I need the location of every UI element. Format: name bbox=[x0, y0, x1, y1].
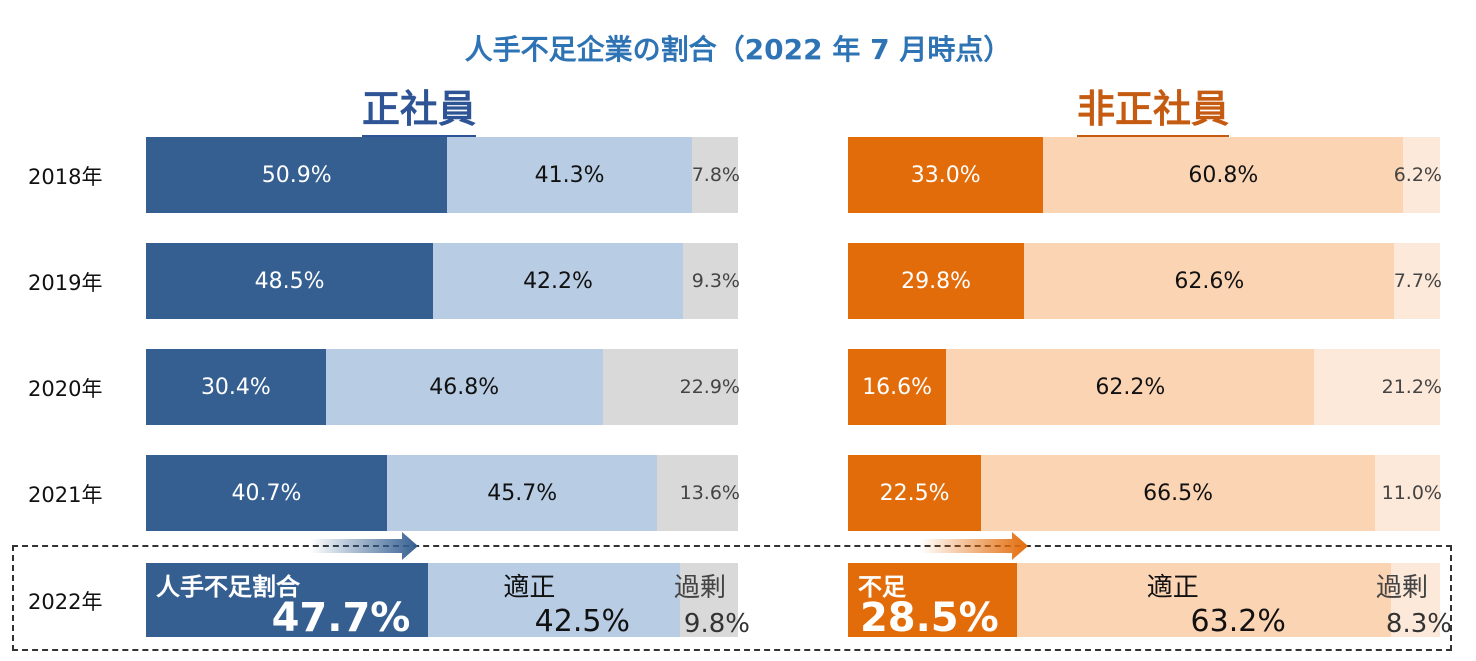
data-label: 45.7% bbox=[487, 480, 558, 506]
category-label: 人手不足割合 bbox=[156, 573, 300, 601]
bar-segment: 42.2% bbox=[433, 243, 683, 319]
data-label: 62.6% bbox=[1174, 268, 1245, 294]
data-label: 48.5% bbox=[254, 268, 325, 294]
chart-title: 人手不足企業の割合（2022 年 7 月時点） bbox=[464, 33, 1012, 66]
year-label: 2018年 bbox=[28, 165, 103, 189]
bar-segment: 11.0% bbox=[1374, 455, 1442, 531]
bar-segment: 7.7% bbox=[1393, 243, 1442, 319]
bar-segment: 22.5% bbox=[848, 455, 982, 531]
data-label: 62.2% bbox=[1095, 374, 1166, 400]
data-label: 47.7% bbox=[271, 595, 411, 641]
data-label: 40.7% bbox=[231, 480, 302, 506]
bar-segment: 人手不足割合 47.7% bbox=[146, 563, 429, 641]
bar-segment: 48.5% bbox=[146, 243, 434, 319]
bar-segment: 過剰 8.3% bbox=[1376, 563, 1452, 639]
bar-segment: 66.5% bbox=[981, 455, 1375, 531]
data-label: 33.0% bbox=[910, 162, 981, 188]
data-label: 22.5% bbox=[879, 480, 950, 506]
bar-segment: 21.2% bbox=[1314, 349, 1442, 425]
year-label: 2020年 bbox=[28, 377, 103, 401]
bar-segment: 41.3% bbox=[447, 137, 692, 213]
bar-segment: 16.6% bbox=[848, 349, 947, 425]
data-label: 6.2% bbox=[1393, 164, 1442, 186]
bar-segment: 62.2% bbox=[946, 349, 1315, 425]
bar-segment: 62.6% bbox=[1024, 243, 1395, 319]
data-label: 22.9% bbox=[679, 376, 740, 398]
data-label: 8.3% bbox=[1385, 609, 1452, 639]
arrow-icon bbox=[920, 532, 1028, 560]
bar-segment: 45.7% bbox=[386, 455, 658, 531]
data-label: 63.2% bbox=[1190, 604, 1286, 639]
data-label: 50.9% bbox=[261, 162, 332, 188]
data-label: 13.6% bbox=[679, 482, 740, 504]
bar-segment: 60.8% bbox=[1043, 137, 1404, 213]
bar-segment: 13.6% bbox=[657, 455, 740, 531]
category-label: 過剰 bbox=[1375, 573, 1428, 603]
data-label: 60.8% bbox=[1188, 162, 1259, 188]
category-label: 適正 bbox=[503, 573, 556, 603]
bar-segment: 過剰 9.8% bbox=[674, 563, 750, 639]
bar-segment: 7.8% bbox=[691, 137, 740, 213]
bar-segment: 適正 63.2% bbox=[1016, 563, 1391, 639]
bar-segment: 不足 28.5% bbox=[848, 563, 1017, 641]
bar-segment: 50.9% bbox=[146, 137, 448, 213]
data-label: 42.5% bbox=[534, 604, 630, 639]
highlight-2022-box bbox=[12, 545, 1452, 651]
category-label: 過剰 bbox=[673, 573, 726, 603]
data-label: 11.0% bbox=[1381, 482, 1442, 504]
bar-segment: 46.8% bbox=[325, 349, 603, 425]
data-label: 29.8% bbox=[901, 268, 972, 294]
data-label: 46.8% bbox=[429, 374, 500, 400]
year-label: 2021年 bbox=[28, 483, 103, 507]
data-label: 7.7% bbox=[1393, 270, 1442, 292]
data-label: 9.8% bbox=[683, 609, 750, 639]
data-label: 21.2% bbox=[1381, 376, 1442, 398]
data-label: 16.6% bbox=[862, 374, 933, 400]
data-label: 9.3% bbox=[691, 270, 740, 292]
data-label: 7.8% bbox=[691, 164, 740, 186]
bar-segment: 適正 42.5% bbox=[428, 563, 680, 639]
category-label: 適正 bbox=[1146, 573, 1199, 603]
year-label: 2019年 bbox=[28, 271, 103, 295]
panel-title-nonregular: 非正社員 bbox=[1077, 78, 1230, 141]
bar-segment: 33.0% bbox=[848, 137, 1044, 213]
bar-segment: 30.4% bbox=[146, 349, 326, 425]
year-label: 2022年 bbox=[28, 590, 103, 614]
bar-segment: 22.9% bbox=[602, 349, 740, 425]
arrow-icon bbox=[310, 532, 418, 560]
panel-title-regular: 正社員 bbox=[362, 78, 477, 141]
data-label: 30.4% bbox=[200, 374, 271, 400]
bar-segment: 29.8% bbox=[848, 243, 1025, 319]
data-label: 28.5% bbox=[859, 595, 999, 641]
bar-segment: 9.3% bbox=[682, 243, 740, 319]
category-label: 不足 bbox=[858, 573, 906, 601]
data-label: 66.5% bbox=[1143, 480, 1213, 506]
bar-segment: 6.2% bbox=[1394, 137, 1442, 213]
bar-segment: 40.7% bbox=[146, 455, 387, 531]
data-label: 41.3% bbox=[534, 162, 605, 188]
data-label: 42.2% bbox=[523, 268, 593, 294]
